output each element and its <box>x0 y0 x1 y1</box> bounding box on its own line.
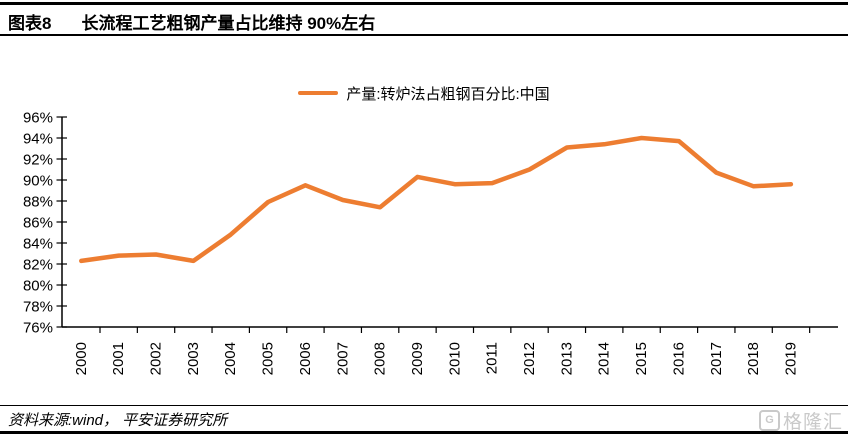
watermark-text: 格隆汇 <box>782 412 843 433</box>
x-axis-tick-label: 2017 <box>708 342 725 375</box>
y-axis-tick-label: 82% <box>23 257 53 274</box>
footer-divider-thick <box>0 431 848 434</box>
y-axis-tick-label: 86% <box>23 215 53 232</box>
x-axis-tick-label: 2018 <box>745 342 762 375</box>
x-axis-tick-label: 2008 <box>372 342 389 375</box>
x-axis-tick-label: 2006 <box>297 342 314 375</box>
source-note: 资料来源:wind， 平安证券研究所 <box>8 412 228 429</box>
y-axis-tick-label: 96% <box>23 110 53 127</box>
x-axis-tick-label: 2000 <box>73 342 90 375</box>
header-divider <box>0 34 848 36</box>
y-axis-tick-label: 90% <box>23 173 53 190</box>
x-axis-tick-label: 2019 <box>782 342 799 375</box>
watermark-g-icon: G <box>758 410 780 431</box>
footer-divider-thin <box>0 405 848 406</box>
series-line <box>79 135 794 264</box>
y-axis-tick-label: 76% <box>23 320 53 337</box>
y-axis-tick-label: 84% <box>23 236 53 253</box>
x-axis-tick-label: 2015 <box>633 342 650 375</box>
y-axis-tick-label: 78% <box>23 299 53 316</box>
x-axis-tick-label: 2003 <box>185 342 202 375</box>
figure-tag: 图表8 <box>8 14 52 33</box>
x-axis-tick-label: 2016 <box>670 342 687 375</box>
x-axis-tick-label: 2002 <box>148 342 165 375</box>
y-axis-tick-label: 80% <box>23 278 53 295</box>
watermark-logo: G 格隆汇 <box>758 407 843 434</box>
top-border <box>0 2 848 5</box>
x-axis-tick-label: 2011 <box>484 342 501 374</box>
legend-line-swatch <box>298 90 339 96</box>
x-axis-tick-label: 2007 <box>334 342 351 375</box>
x-axis-tick-label: 2009 <box>409 342 426 375</box>
legend-label: 产量:转炉法占粗钢百分比:中国 <box>346 85 550 103</box>
y-axis-tick-label: 92% <box>23 152 53 169</box>
x-axis-tick-label: 2014 <box>596 342 613 375</box>
x-axis-tick-label: 2010 <box>446 342 463 375</box>
y-axis-tick-label: 94% <box>23 131 53 148</box>
header: 图表8 长流程工艺粗钢产量占比维持 90%左右 <box>8 9 375 34</box>
x-axis-tick-label: 2005 <box>260 342 277 375</box>
chart-legend: 产量:转炉法占粗钢百分比:中国 <box>0 84 848 103</box>
x-axis-tick-label: 2004 <box>222 342 239 375</box>
y-axis-tick-label: 88% <box>23 194 53 211</box>
x-axis-tick-label: 2013 <box>558 342 575 375</box>
page-title: 长流程工艺粗钢产量占比维持 90%左右 <box>81 14 376 33</box>
x-axis-tick-label: 2001 <box>110 342 127 375</box>
x-axis-tick-label: 2012 <box>521 342 538 375</box>
